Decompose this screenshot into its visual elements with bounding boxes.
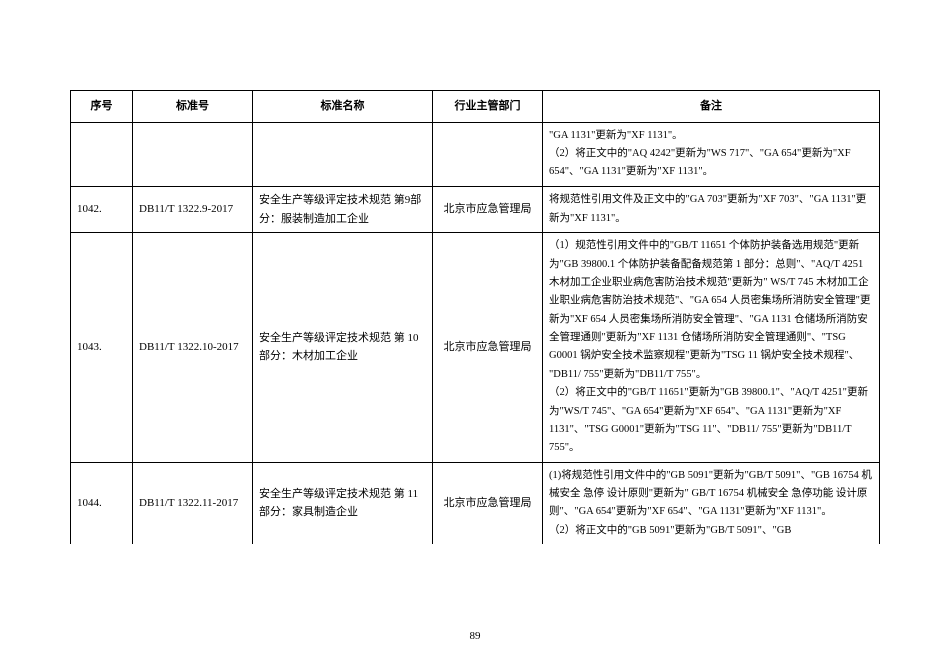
header-dept: 行业主管部门 [433, 91, 543, 123]
standards-table: 序号 标准号 标准名称 行业主管部门 备注 "GA 1131"更新为"XF 11… [70, 90, 880, 544]
cell-remark: "GA 1131"更新为"XF 1131"。（2）将正文中的"AQ 4242"更… [543, 122, 880, 186]
cell-name: 安全生产等级评定技术规范 第 10 部分：木材加工企业 [253, 233, 433, 463]
header-remark: 备注 [543, 91, 880, 123]
page-number: 89 [0, 630, 950, 642]
header-code: 标准号 [133, 91, 253, 123]
cell-code [133, 122, 253, 186]
cell-code: DB11/T 1322.11-2017 [133, 462, 253, 544]
cell-code: DB11/T 1322.9-2017 [133, 186, 253, 232]
table-row: 1042. DB11/T 1322.9-2017 安全生产等级评定技术规范 第9… [71, 186, 880, 232]
cell-name: 安全生产等级评定技术规范 第 11 部分：家具制造企业 [253, 462, 433, 544]
cell-dept: 北京市应急管理局 [433, 233, 543, 463]
cell-code: DB11/T 1322.10-2017 [133, 233, 253, 463]
table-row: 1043. DB11/T 1322.10-2017 安全生产等级评定技术规范 第… [71, 233, 880, 463]
cell-dept: 北京市应急管理局 [433, 462, 543, 544]
table-row: "GA 1131"更新为"XF 1131"。（2）将正文中的"AQ 4242"更… [71, 122, 880, 186]
table-header-row: 序号 标准号 标准名称 行业主管部门 备注 [71, 91, 880, 123]
header-name: 标准名称 [253, 91, 433, 123]
cell-remark: 将规范性引用文件及正文中的"GA 703"更新为"XF 703"、"GA 113… [543, 186, 880, 232]
cell-dept: 北京市应急管理局 [433, 186, 543, 232]
page-container: 序号 标准号 标准名称 行业主管部门 备注 "GA 1131"更新为"XF 11… [0, 0, 950, 544]
cell-name: 安全生产等级评定技术规范 第9部分：服装制造加工企业 [253, 186, 433, 232]
cell-name [253, 122, 433, 186]
cell-dept [433, 122, 543, 186]
cell-seq: 1044. [71, 462, 133, 544]
cell-remark: (1)将规范性引用文件中的"GB 5091"更新为"GB/T 5091"、"GB… [543, 462, 880, 544]
cell-remark: （1）规范性引用文件中的"GB/T 11651 个体防护装备选用规范"更新为"G… [543, 233, 880, 463]
header-seq: 序号 [71, 91, 133, 123]
cell-seq [71, 122, 133, 186]
cell-seq: 1042. [71, 186, 133, 232]
table-row: 1044. DB11/T 1322.11-2017 安全生产等级评定技术规范 第… [71, 462, 880, 544]
cell-seq: 1043. [71, 233, 133, 463]
